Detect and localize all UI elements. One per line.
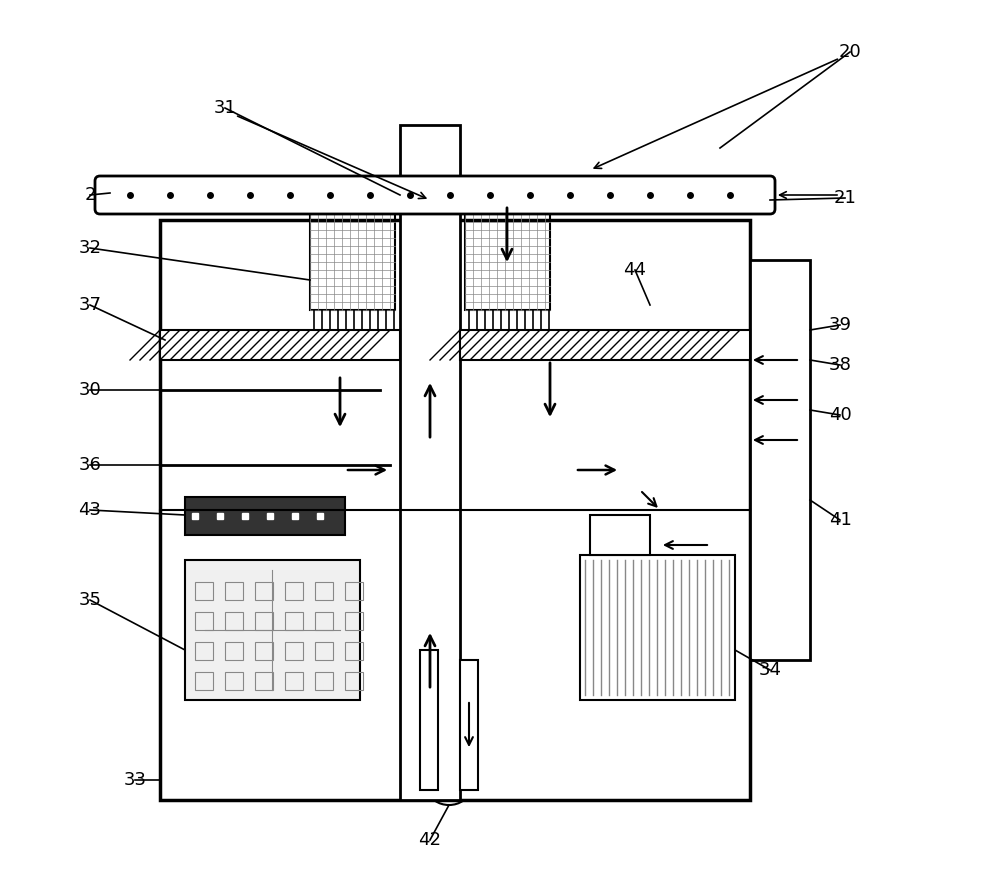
Bar bbox=[465, 195, 550, 310]
Text: 37: 37 bbox=[78, 296, 102, 314]
Bar bbox=[750, 260, 810, 660]
Bar bbox=[460, 660, 478, 790]
Text: 43: 43 bbox=[78, 501, 102, 519]
Bar bbox=[285, 612, 303, 630]
Bar bbox=[580, 555, 735, 700]
Text: 42: 42 bbox=[418, 831, 442, 849]
Text: 33: 33 bbox=[124, 771, 146, 789]
Text: 44: 44 bbox=[624, 261, 646, 279]
Bar bbox=[345, 582, 363, 600]
Text: 36: 36 bbox=[79, 456, 101, 474]
Bar bbox=[345, 672, 363, 690]
Bar bbox=[315, 612, 333, 630]
Bar bbox=[315, 642, 333, 660]
Bar bbox=[345, 612, 363, 630]
Bar bbox=[590, 515, 650, 555]
Text: 35: 35 bbox=[78, 591, 102, 609]
Bar bbox=[225, 642, 243, 660]
Text: 21: 21 bbox=[834, 189, 856, 207]
Text: 39: 39 bbox=[828, 316, 852, 334]
Bar bbox=[225, 582, 243, 600]
Bar bbox=[420, 650, 438, 790]
Text: 32: 32 bbox=[78, 239, 102, 257]
Text: 30: 30 bbox=[79, 381, 101, 399]
Bar bbox=[160, 330, 400, 360]
Bar bbox=[285, 672, 303, 690]
Bar bbox=[185, 497, 345, 535]
Bar bbox=[185, 560, 360, 700]
Bar bbox=[460, 330, 750, 360]
Bar bbox=[315, 672, 333, 690]
Bar bbox=[345, 642, 363, 660]
Text: 38: 38 bbox=[829, 356, 851, 374]
Bar bbox=[195, 582, 213, 600]
Bar bbox=[315, 582, 333, 600]
Text: 20: 20 bbox=[839, 43, 861, 61]
Bar bbox=[255, 612, 273, 630]
Bar bbox=[285, 582, 303, 600]
Text: 40: 40 bbox=[829, 406, 851, 424]
Bar bbox=[285, 642, 303, 660]
Text: 31: 31 bbox=[214, 99, 236, 117]
Bar bbox=[160, 220, 750, 800]
Bar bbox=[225, 612, 243, 630]
Bar bbox=[255, 672, 273, 690]
FancyBboxPatch shape bbox=[95, 176, 775, 214]
Bar bbox=[310, 195, 395, 310]
Text: 41: 41 bbox=[829, 511, 851, 529]
Bar bbox=[255, 642, 273, 660]
Bar bbox=[195, 642, 213, 660]
Bar bbox=[255, 582, 273, 600]
Bar bbox=[400, 125, 460, 800]
Bar bbox=[225, 672, 243, 690]
Bar bbox=[195, 672, 213, 690]
Text: 2: 2 bbox=[84, 186, 96, 204]
Bar bbox=[195, 612, 213, 630]
Text: 34: 34 bbox=[759, 661, 782, 679]
